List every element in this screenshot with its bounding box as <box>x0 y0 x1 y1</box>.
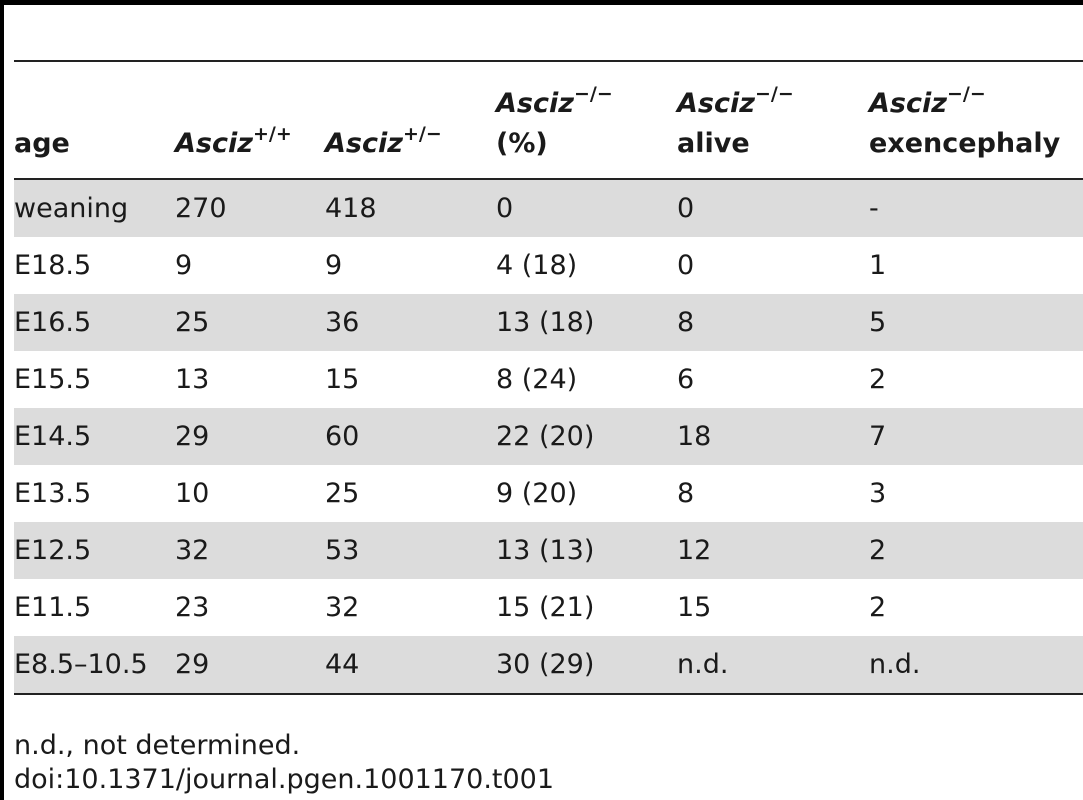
cell-exencephaly: - <box>869 193 879 224</box>
cell-age: weaning <box>14 193 129 224</box>
cell-heterozygous: 15 <box>325 364 360 395</box>
cell-wildtype: 10 <box>175 478 210 509</box>
cell-knockout: 22 (20) <box>496 421 595 452</box>
table-row: E15.5 13 15 8 (24) 6 2 <box>14 351 1083 408</box>
header-wildtype-gene: Asciz <box>175 128 253 159</box>
cell-exencephaly: 7 <box>869 421 887 452</box>
cell-age: E8.5–10.5 <box>14 649 148 680</box>
table-row: E16.5 25 36 13 (18) 8 5 <box>14 294 1083 351</box>
genotype-table: age Asciz+/+ Asciz+/− Asciz−/− (%) Asciz−… <box>14 60 1083 695</box>
cell-knockout: 0 <box>496 193 514 224</box>
header-alive-genotype: −/− <box>754 83 794 105</box>
table-footnote: n.d., not determined. <box>14 730 301 761</box>
top-border-rule <box>0 0 1083 5</box>
cell-wildtype: 32 <box>175 535 210 566</box>
table-body: weaning 270 418 0 0 - E18.5 9 9 4 (18) 0… <box>14 179 1083 694</box>
cell-heterozygous: 44 <box>325 649 360 680</box>
cell-alive: 8 <box>677 307 695 338</box>
header-alive-sub: alive <box>677 128 750 159</box>
header-exencephaly-gene: Asciz <box>869 88 947 119</box>
cell-age: E16.5 <box>14 307 92 338</box>
cell-heterozygous: 25 <box>325 478 360 509</box>
cell-knockout: 13 (13) <box>496 535 595 566</box>
header-age: age <box>14 61 175 179</box>
cell-alive: 6 <box>677 364 695 395</box>
cell-heterozygous: 9 <box>325 250 343 281</box>
cell-knockout: 15 (21) <box>496 592 595 623</box>
cell-alive: 12 <box>677 535 712 566</box>
cell-exencephaly: 2 <box>869 364 887 395</box>
header-wildtype-genotype: +/+ <box>252 123 292 145</box>
header-age-label: age <box>14 128 70 159</box>
header-wildtype: Asciz+/+ <box>175 61 325 179</box>
cell-knockout: 9 (20) <box>496 478 578 509</box>
header-knockout: Asciz−/− (%) <box>496 61 677 179</box>
cell-age: E14.5 <box>14 421 92 452</box>
table-header: age Asciz+/+ Asciz+/− Asciz−/− (%) Asciz−… <box>14 61 1083 179</box>
table-row: E11.5 23 32 15 (21) 15 2 <box>14 579 1083 636</box>
cell-heterozygous: 418 <box>325 193 377 224</box>
cell-knockout: 13 (18) <box>496 307 595 338</box>
cell-knockout: 4 (18) <box>496 250 578 281</box>
doi-label: doi:10.1371/journal.pgen.1001170.t001 <box>14 764 555 795</box>
cell-heterozygous: 36 <box>325 307 360 338</box>
cell-exencephaly: 2 <box>869 592 887 623</box>
cell-alive: 15 <box>677 592 712 623</box>
cell-wildtype: 29 <box>175 421 210 452</box>
cell-age: E11.5 <box>14 592 92 623</box>
cell-knockout: 8 (24) <box>496 364 578 395</box>
table-row: E14.5 29 60 22 (20) 18 7 <box>14 408 1083 465</box>
table-row: E13.5 10 25 9 (20) 8 3 <box>14 465 1083 522</box>
cell-exencephaly: 2 <box>869 535 887 566</box>
cell-heterozygous: 60 <box>325 421 360 452</box>
cell-age: E18.5 <box>14 250 92 281</box>
cell-age: E12.5 <box>14 535 92 566</box>
cell-wildtype: 23 <box>175 592 210 623</box>
cell-wildtype: 25 <box>175 307 210 338</box>
cell-alive: 0 <box>677 193 695 224</box>
cell-alive: 0 <box>677 250 695 281</box>
cell-exencephaly: 1 <box>869 250 887 281</box>
header-exencephaly: Asciz−/− exencephaly <box>869 61 1083 179</box>
cell-exencephaly: n.d. <box>869 649 921 680</box>
header-knockout-gene: Asciz <box>496 88 574 119</box>
cell-wildtype: 29 <box>175 649 210 680</box>
cell-wildtype: 13 <box>175 364 210 395</box>
cell-age: E15.5 <box>14 364 92 395</box>
header-heterozygous: Asciz+/− <box>325 61 496 179</box>
header-knockout-sub: (%) <box>496 128 548 159</box>
cell-heterozygous: 53 <box>325 535 360 566</box>
header-alive: Asciz−/− alive <box>677 61 869 179</box>
cell-exencephaly: 3 <box>869 478 887 509</box>
header-exencephaly-sub: exencephaly <box>869 128 1061 159</box>
header-heterozygous-genotype: +/− <box>402 123 442 145</box>
cell-alive: 18 <box>677 421 712 452</box>
header-row: age Asciz+/+ Asciz+/− Asciz−/− (%) Asciz−… <box>14 61 1083 179</box>
table-row: E12.5 32 53 13 (13) 12 2 <box>14 522 1083 579</box>
genotype-table-container: age Asciz+/+ Asciz+/− Asciz−/− (%) Asciz−… <box>14 60 1083 695</box>
cell-exencephaly: 5 <box>869 307 887 338</box>
cell-alive: n.d. <box>677 649 729 680</box>
header-heterozygous-gene: Asciz <box>325 128 403 159</box>
cell-heterozygous: 32 <box>325 592 360 623</box>
cell-wildtype: 9 <box>175 250 193 281</box>
table-row: E18.5 9 9 4 (18) 0 1 <box>14 237 1083 294</box>
table-row: E8.5–10.5 29 44 30 (29) n.d. n.d. <box>14 636 1083 694</box>
table-row: weaning 270 418 0 0 - <box>14 179 1083 237</box>
header-alive-gene: Asciz <box>677 88 755 119</box>
cell-knockout: 30 (29) <box>496 649 595 680</box>
cell-alive: 8 <box>677 478 695 509</box>
cell-wildtype: 270 <box>175 193 227 224</box>
header-knockout-genotype: −/− <box>573 83 613 105</box>
cell-age: E13.5 <box>14 478 92 509</box>
left-border-rule <box>0 0 4 800</box>
header-exencephaly-genotype: −/− <box>946 83 986 105</box>
